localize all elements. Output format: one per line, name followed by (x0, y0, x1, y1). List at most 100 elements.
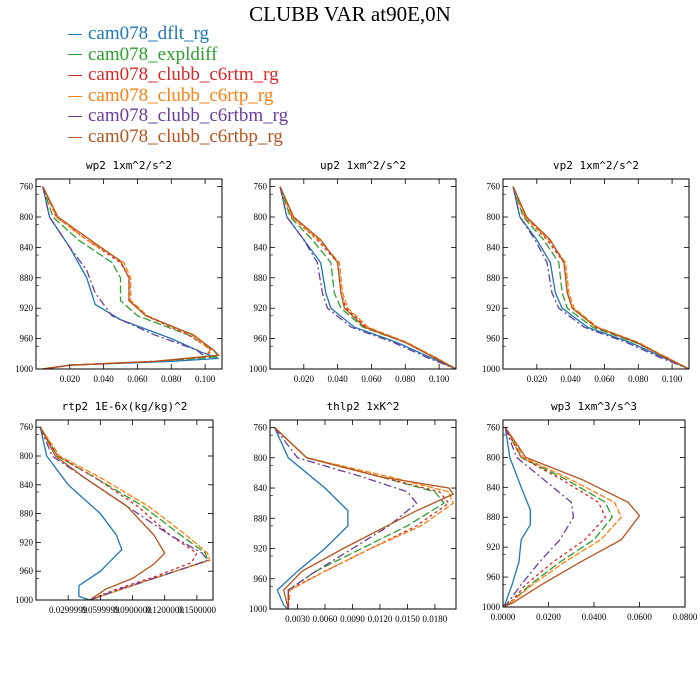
legend-entry: cam078_clubb_c6rtbp_rg (68, 125, 288, 148)
y-tick-label: 760 (20, 182, 34, 192)
legend-label: cam078_clubb_c6rtp_rg (88, 84, 274, 106)
y-tick-label: 880 (487, 273, 501, 283)
series-line-5 (279, 186, 456, 369)
legend-swatch (68, 54, 82, 56)
y-tick-label: 1000 (15, 364, 34, 374)
legend-entry: cam078_expldiff (68, 43, 288, 66)
series-group (512, 186, 689, 369)
y-tick-label: 960 (254, 574, 268, 584)
figure-title: CLUBB VAR at90E,0N (249, 2, 451, 26)
x-tick-label: 0.040 (328, 374, 349, 384)
series-line-6 (279, 186, 456, 369)
x-tick-label: 0.0800 (673, 612, 698, 622)
series-line-2 (503, 427, 613, 607)
x-tick-label: 0.060 (361, 374, 382, 384)
chart-panel-3: vp2 1xm^2/s^2 760 800 840 880 920 960 1000 0.020… (482, 159, 690, 384)
y-tick-label: 920 (254, 303, 268, 313)
series-line-3 (42, 186, 213, 369)
legend-swatch (68, 33, 82, 35)
plot-frame (269, 419, 457, 610)
x-tick-label: 0.040 (561, 374, 582, 384)
series-line-6 (42, 186, 221, 369)
series-line-3 (503, 427, 607, 607)
series-line-1 (503, 427, 531, 607)
panel-title: thlp2 1xK^2 (327, 400, 400, 413)
y-tick-label: 760 (254, 423, 268, 433)
y-tick-label: 880 (254, 513, 268, 523)
legend-entry: cam078_dflt_rg (68, 23, 288, 45)
x-tick-label: 0.080 (161, 374, 182, 384)
y-tick-label: 960 (487, 334, 501, 344)
y-tick-label: 920 (254, 544, 268, 554)
series-line-3 (512, 186, 689, 369)
legend-label: cam078_clubb_c6rtbp_rg (88, 125, 283, 147)
legend-entry: cam078_clubb_c6rtp_rg (68, 84, 288, 107)
x-tick-label: 0.0600 (627, 612, 652, 622)
series-line-4 (279, 186, 456, 369)
series-line-4 (512, 186, 689, 369)
panel-title: wp2 1xm^2/s^2 (86, 159, 172, 172)
series-group (42, 186, 221, 369)
y-tick-label: 800 (20, 451, 34, 461)
x-tick-label: 0.0299999 (49, 605, 88, 615)
x-tick-label: 0.0150 (395, 614, 420, 624)
x-tick-label: 0.100 (195, 374, 216, 384)
x-tick-label: 0.0120 (368, 614, 393, 624)
legend-label: cam078_clubb_c6rtm_rg (88, 64, 279, 86)
y-tick-label: 840 (254, 242, 268, 252)
chart-panel-1: wp2 1xm^2/s^2 760 800 840 880 920 960 1000 0.020… (15, 159, 223, 384)
x-tick-label: 0.100 (429, 374, 450, 384)
x-tick-label: 0.0400 (582, 612, 607, 622)
legend-entry: cam078_clubb_c6rtbm_rg (68, 106, 288, 127)
y-tick-label: 840 (487, 242, 501, 252)
series-line-6 (512, 186, 689, 369)
legend-swatch (68, 74, 82, 76)
legend-label: cam078_dflt_rg (88, 23, 210, 44)
panel-title: vp2 1xm^2/s^2 (553, 159, 639, 172)
y-tick-label: 760 (487, 182, 501, 192)
x-tick-label: 0.1200000 (146, 605, 185, 615)
x-tick-label: 0.0030 (285, 614, 310, 624)
series-line-3 (39, 426, 198, 600)
y-tick-label: 840 (20, 480, 34, 490)
series-line-2 (512, 186, 689, 369)
y-tick-label: 1000 (482, 602, 501, 612)
series-line-4 (42, 186, 212, 369)
y-tick-label: 960 (20, 566, 34, 576)
series-group (503, 427, 641, 607)
y-tick-label: 800 (254, 453, 268, 463)
y-tick-label: 880 (20, 509, 34, 519)
plot-frame (35, 178, 223, 370)
x-tick-label: 0.0900000 (113, 605, 152, 615)
panel-title: up2 1xm^2/s^2 (320, 159, 406, 172)
x-tick-label: 0.080 (395, 374, 416, 384)
x-tick-label: 0.080 (628, 374, 649, 384)
x-tick-label: 0.0599999 (81, 605, 120, 615)
series-line-5 (39, 426, 209, 600)
series-line-3 (279, 186, 456, 369)
y-tick-label: 1000 (15, 595, 34, 605)
legend-swatch (68, 95, 82, 97)
series-line-5 (512, 186, 689, 369)
x-tick-label: 0.060 (594, 374, 615, 384)
y-tick-label: 960 (487, 572, 501, 582)
y-tick-label: 960 (20, 334, 34, 344)
chart-panel-6: wp3 1xm^3/s^3 760 800 840 880 920 960 10000.000… (482, 400, 698, 622)
x-tick-label: 0.0180 (423, 614, 448, 624)
y-tick-label: 840 (254, 483, 268, 493)
series-line-1 (39, 427, 123, 600)
x-tick-label: 0.1500000 (178, 605, 217, 615)
x-tick-label: 0.0200 (536, 612, 561, 622)
chart-panel-2: up2 1xm^2/s^2 760 800 840 880 920 960 1000 0.020… (249, 159, 457, 384)
x-tick-label: 0.0000 (491, 612, 516, 622)
series-group (279, 186, 456, 369)
x-tick-label: 0.020 (60, 374, 81, 384)
y-tick-label: 800 (487, 212, 501, 222)
x-tick-label: 0.060 (127, 374, 148, 384)
y-tick-label: 920 (20, 303, 34, 313)
legend-label: cam078_expldiff (88, 43, 218, 65)
series-line-2 (39, 426, 209, 600)
series-line-5 (274, 427, 418, 609)
y-tick-label: 880 (487, 512, 501, 522)
